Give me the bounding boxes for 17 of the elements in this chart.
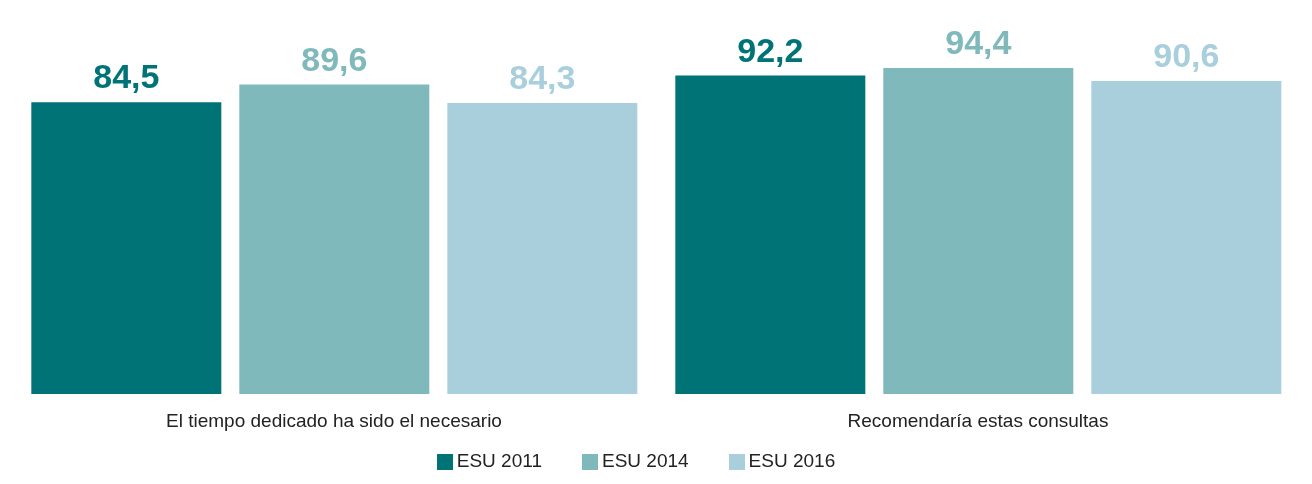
legend-label: ESU 2016 — [748, 450, 836, 471]
bar — [675, 75, 866, 394]
bar — [883, 68, 1074, 394]
data-label: 94,4 — [945, 23, 1012, 61]
x-tick-label: El tiempo dedicado ha sido el necesario — [166, 410, 502, 432]
bar — [1091, 81, 1282, 394]
x-tick-label: Recomendaría estas consultas — [847, 410, 1109, 432]
data-label: 92,2 — [737, 30, 804, 69]
legend-label: ESU 2011 — [456, 450, 542, 471]
bar — [447, 102, 638, 394]
legend-label: ESU 2014 — [601, 450, 689, 471]
data-label: 84,3 — [509, 57, 576, 96]
bar — [239, 84, 430, 394]
data-label: 84,5 — [93, 57, 160, 96]
data-label: 90,6 — [1153, 36, 1220, 75]
bar — [31, 102, 222, 394]
data-label: 89,6 — [301, 39, 368, 78]
